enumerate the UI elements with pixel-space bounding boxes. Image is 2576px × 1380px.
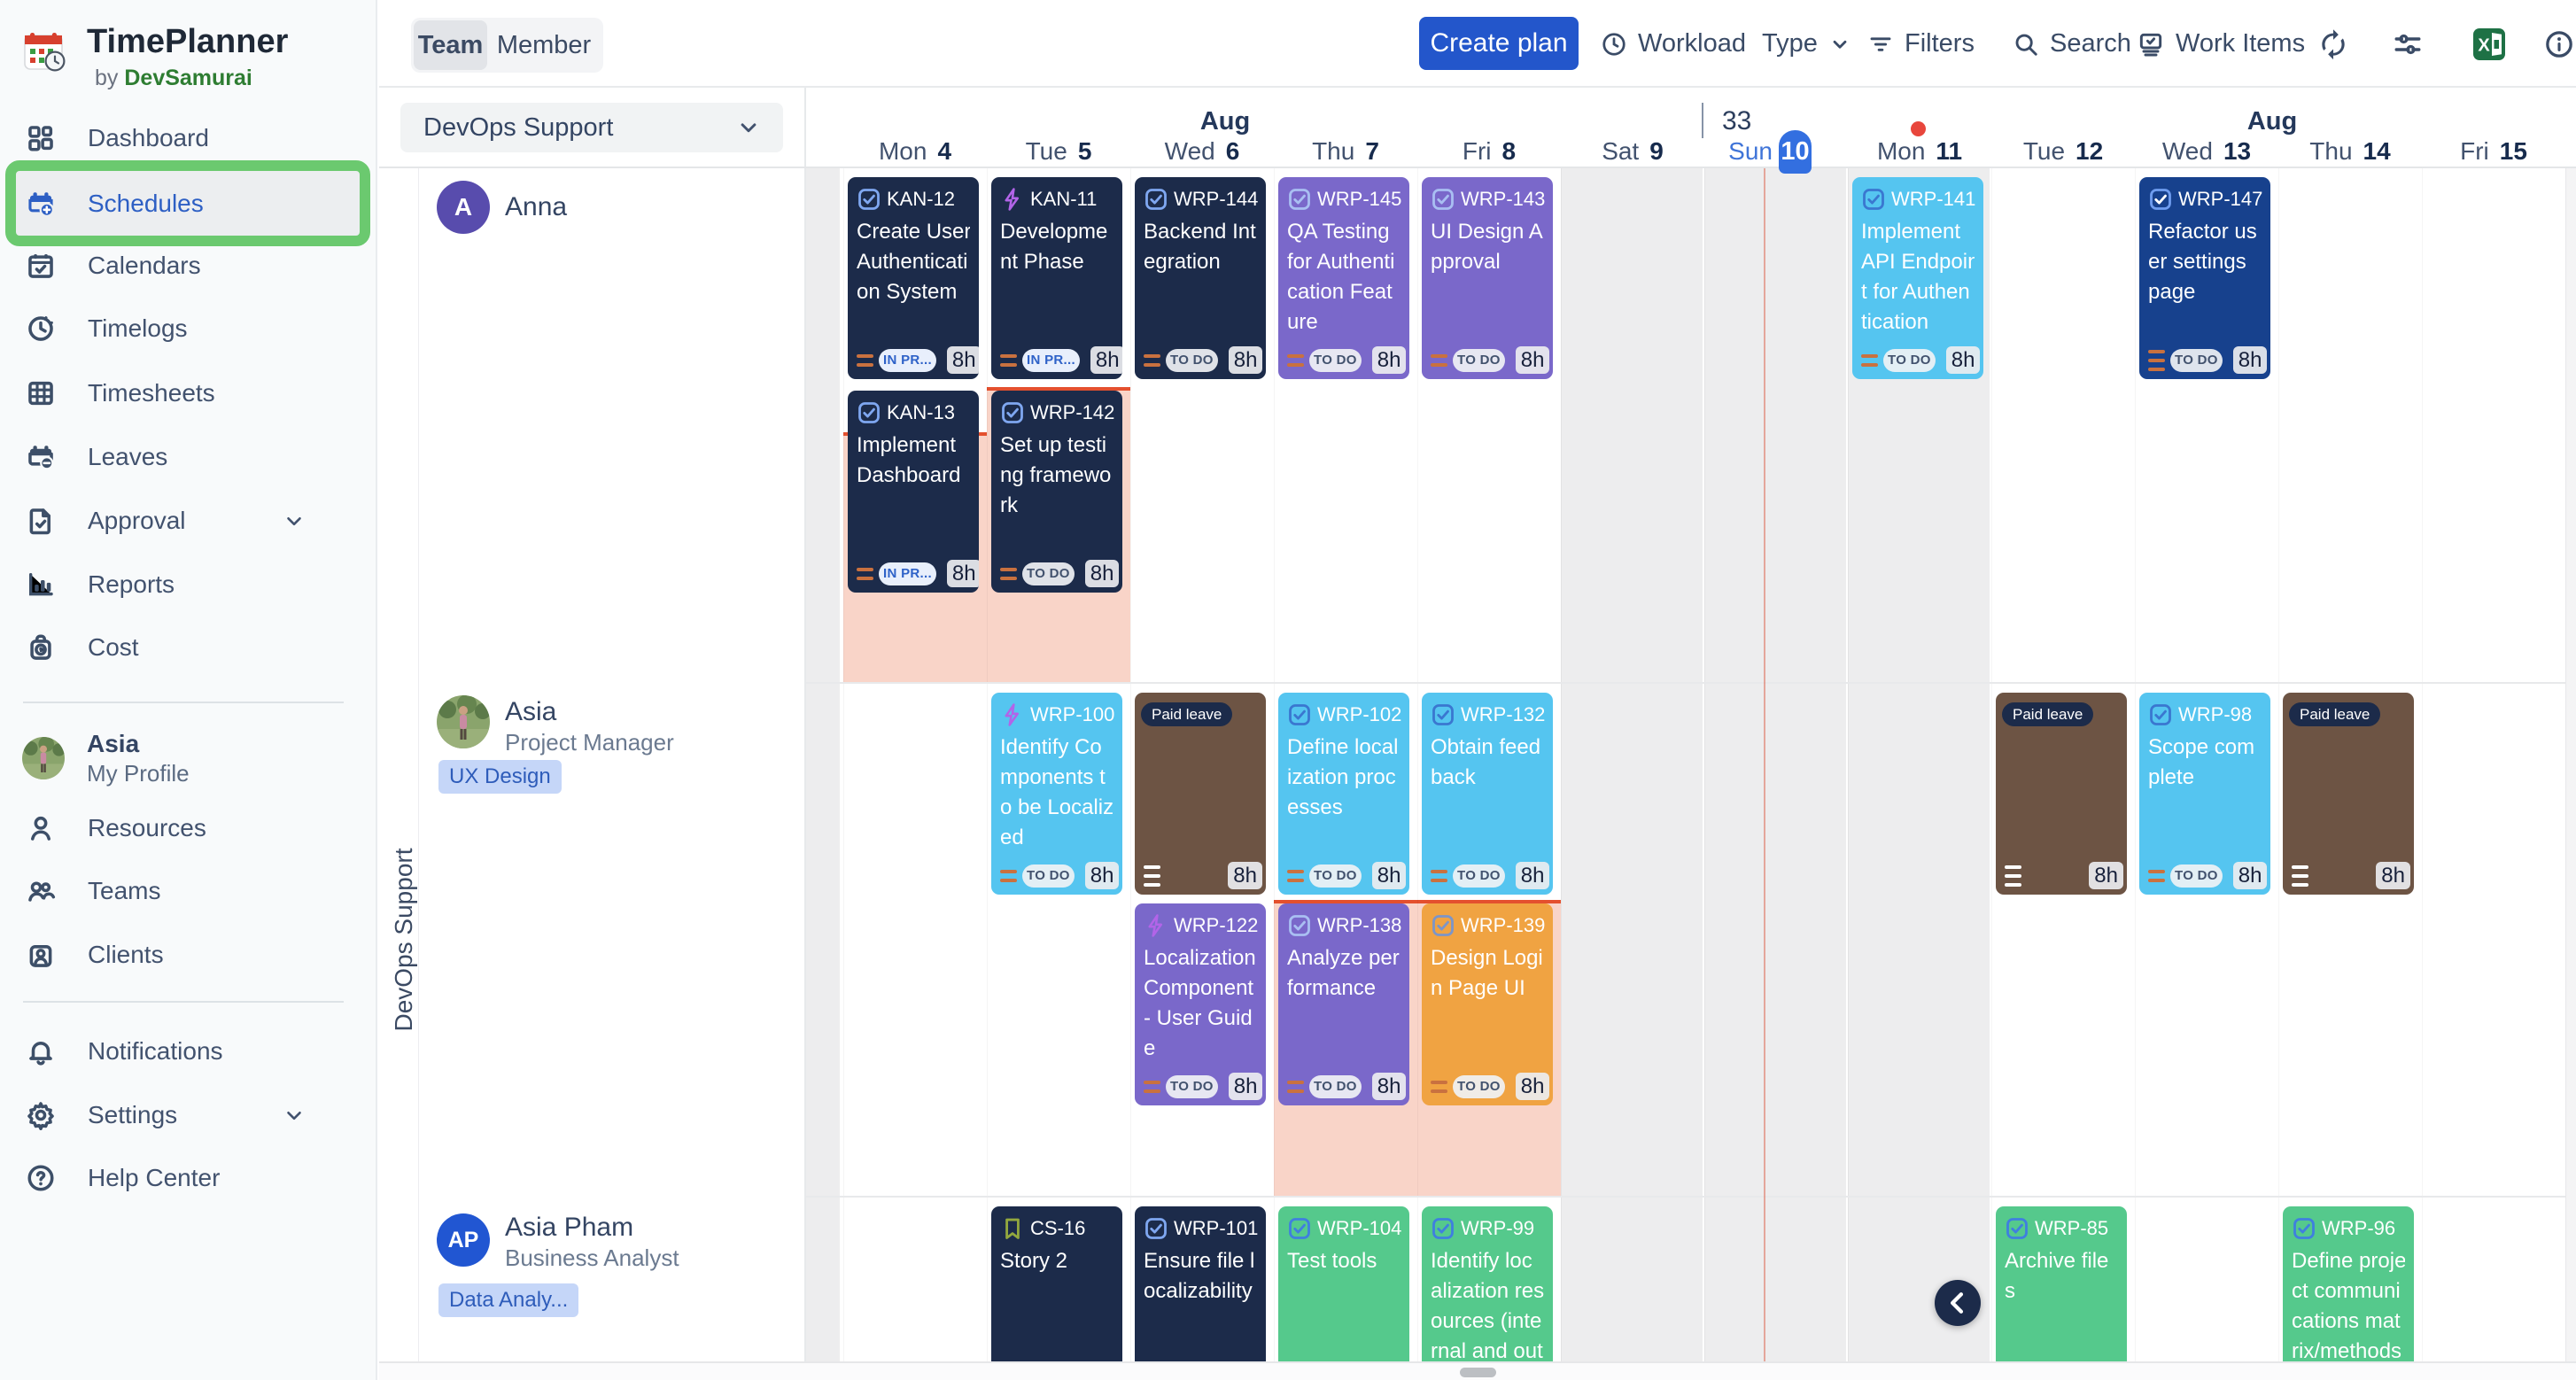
svg-text:X: X bbox=[2478, 35, 2490, 55]
